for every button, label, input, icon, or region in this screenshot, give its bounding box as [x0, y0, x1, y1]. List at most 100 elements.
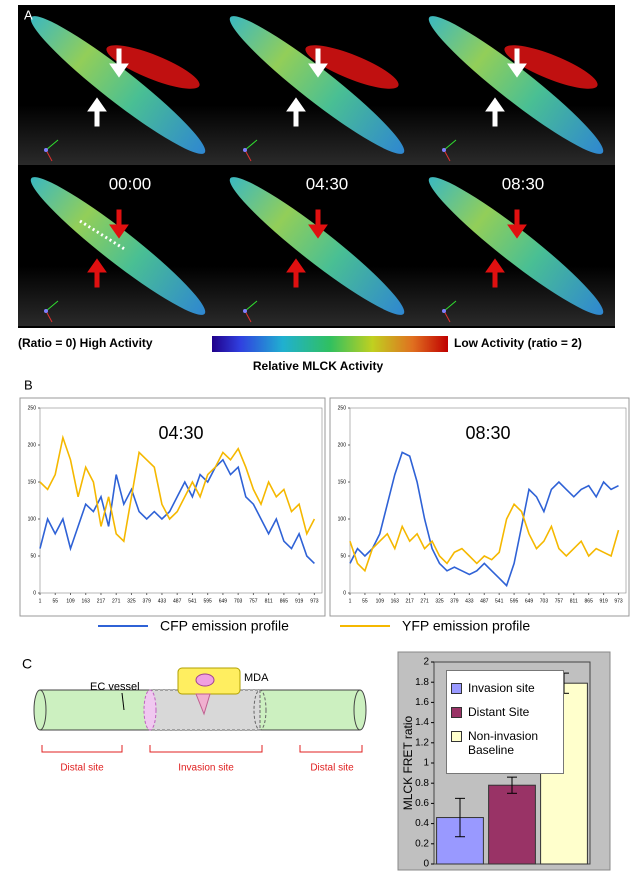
legend-item: Invasion site [451, 681, 559, 695]
x-tick-label: 271 [112, 598, 121, 604]
x-tick-label: 811 [265, 598, 273, 604]
x-tick-label: 919 [599, 598, 608, 604]
image-tile [18, 177, 217, 326]
axis-gizmo [443, 300, 457, 312]
line-series [39, 458, 315, 564]
panel-label: B [24, 377, 33, 392]
y-tick-label: 1.2 [415, 737, 429, 748]
x-tick-label: 55 [362, 598, 368, 604]
axis-gizmo [244, 139, 258, 151]
arrow [485, 97, 505, 127]
x-tick-label: 649 [219, 598, 228, 604]
y-axis-label: MLCK FRET ratio [401, 715, 415, 810]
arrow [109, 48, 129, 78]
plot-area [349, 407, 627, 594]
y-tick-label: 1.8 [415, 677, 429, 688]
invasion-edge [143, 689, 157, 731]
legend-label: YFP emission profile [402, 618, 530, 634]
axis-gizmo [244, 149, 252, 162]
x-tick-label: 595 [510, 598, 519, 604]
red-cell [305, 45, 399, 89]
colorbar-left-label: (Ratio = 0) High Activity [18, 336, 153, 350]
endothelial-cell [428, 16, 604, 154]
axis-gizmo [443, 310, 451, 323]
axis-gizmo [45, 149, 53, 162]
image-tile [416, 177, 615, 326]
x-tick-label: 487 [480, 598, 489, 604]
y-tick-label: 200 [338, 442, 347, 448]
y-tick-label: 50 [30, 553, 36, 559]
endothelial-cell [229, 177, 405, 315]
y-tick-label: 0.8 [415, 778, 429, 789]
x-tick-label: 703 [540, 598, 549, 604]
endothelial-cell [428, 177, 604, 315]
x-tick-label: 379 [143, 598, 152, 604]
x-tick-label: 217 [406, 598, 415, 604]
y-tick-label: 0 [423, 859, 429, 870]
x-tick-label: 163 [82, 598, 91, 604]
legend-label: Invasion site [468, 681, 535, 695]
axis-gizmo [443, 139, 457, 151]
x-tick-label: 379 [450, 598, 459, 604]
x-tick-label: 109 [66, 598, 75, 604]
bar-legend: Invasion site Distant Site Non-invasion Ba… [446, 670, 564, 774]
y-tick-label: 1.6 [415, 697, 429, 708]
x-tick-label: 757 [555, 598, 564, 604]
arrow [308, 48, 328, 78]
axis-gizmo [244, 300, 258, 312]
axis-gizmo [244, 310, 252, 323]
arrow [87, 97, 107, 127]
legend-label: Non-invasion Baseline [468, 729, 539, 757]
cell-label: MDA [244, 672, 269, 684]
image-tile [217, 177, 416, 326]
line-series [39, 434, 316, 543]
legend-swatch [451, 731, 462, 742]
axis-gizmo [44, 309, 48, 313]
chart-title: 04:30 [158, 423, 203, 443]
x-tick-label: 163 [391, 598, 400, 604]
legend-label: Distant Site [468, 705, 530, 719]
legend-item: Distant Site [451, 705, 559, 719]
image-tile [217, 16, 416, 165]
y-tick-label: 250 [338, 405, 347, 411]
axis-gizmo [45, 300, 59, 312]
arrow [109, 209, 129, 239]
image-tile [416, 16, 615, 165]
endothelial-cell [30, 16, 206, 154]
legend-swatch [451, 683, 462, 694]
protrusion [195, 693, 211, 716]
vessel-end [33, 689, 47, 731]
axis-gizmo [243, 309, 247, 313]
y-tick-label: 150 [28, 479, 37, 485]
y-tick-label: 100 [28, 516, 37, 522]
axis-gizmo [443, 149, 451, 162]
y-tick-label: 0.4 [415, 818, 429, 829]
line-series [349, 451, 619, 588]
x-tick-label: 55 [52, 598, 58, 604]
axis-gizmo [44, 148, 48, 152]
plot-area [39, 407, 323, 594]
axis-gizmo [442, 148, 446, 152]
x-tick-label: 487 [173, 598, 182, 604]
y-tick-label: 0.2 [415, 838, 429, 849]
y-tick-label: 2 [423, 657, 429, 668]
x-tick-label: 865 [585, 598, 594, 604]
time-label: 00:00 [109, 174, 152, 193]
y-tick-label: 150 [338, 479, 347, 485]
x-tick-label: 217 [97, 598, 106, 604]
arrow [308, 209, 328, 239]
arrow [286, 258, 306, 288]
bar [488, 784, 536, 865]
site-label: Distal site [310, 763, 354, 774]
y-tick-label: 0 [33, 590, 36, 596]
x-tick-label: 703 [234, 598, 243, 604]
x-tick-label: 919 [295, 598, 304, 604]
site-label: Invasion site [178, 763, 234, 774]
arrow [507, 48, 527, 78]
y-tick-label: 0.6 [415, 798, 429, 809]
colorbar-title: Relative MLCK Activity [253, 359, 384, 373]
arrow [286, 97, 306, 127]
colorbar-right-label: Low Activity (ratio = 2) [454, 336, 582, 350]
vessel-label: EC vessel [90, 681, 140, 693]
